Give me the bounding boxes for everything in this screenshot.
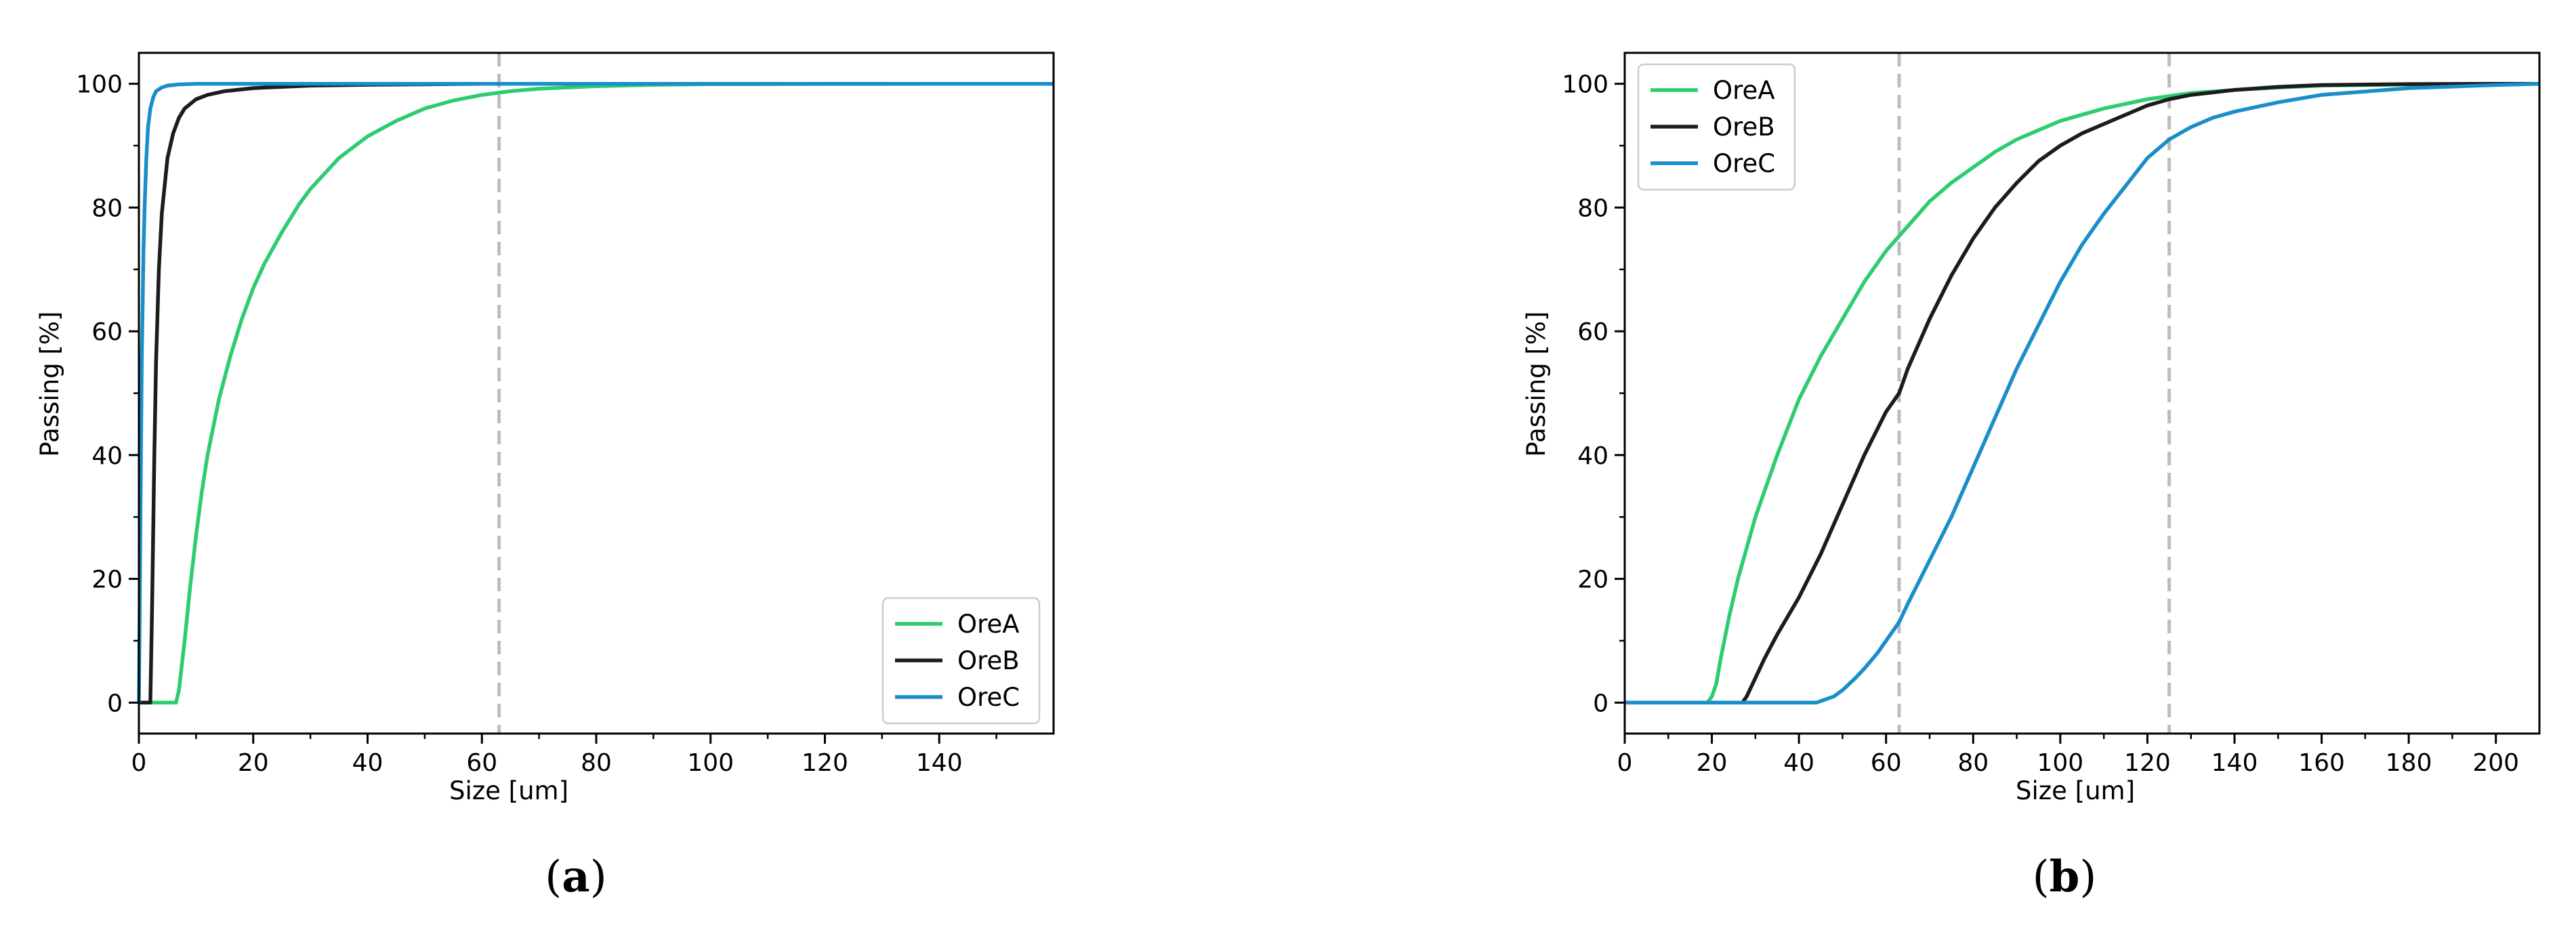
series-line-orec — [137, 81, 1054, 703]
panel-caption-a: (a) — [545, 851, 606, 902]
chart-panel-a: 0 20 40 60 80 100 120 140 0 20 40 60 80 100 Size [um]… — [35, 51, 1055, 902]
legend-box — [1637, 63, 1796, 191]
y-tick-label: 40 — [91, 442, 123, 470]
x-tick-label: 40 — [352, 749, 383, 777]
x-tick-label: 100 — [2037, 749, 2083, 777]
y-tick-label: 40 — [1577, 442, 1608, 470]
x-tick-label: 180 — [2386, 749, 2432, 777]
x-tick-label: 200 — [2472, 749, 2519, 777]
x-tick-label: 140 — [916, 749, 963, 777]
series-line-oreb — [1625, 81, 2539, 705]
legend-label-orec: OreC — [1713, 149, 1775, 178]
panel-caption-b: (b) — [2033, 851, 2097, 902]
x-tick-label: 20 — [1697, 749, 1728, 777]
y-tick-label: 80 — [1577, 194, 1608, 222]
x-tick-label: 100 — [687, 749, 734, 777]
x-axis-label: Size [um] — [2016, 776, 2135, 805]
y-tick-label: 60 — [91, 318, 123, 346]
x-tick-label: 80 — [581, 749, 612, 777]
y-tick-label: 100 — [76, 71, 123, 99]
plot-area — [137, 53, 1054, 734]
legend: OreA OreB OreC — [1637, 63, 1796, 191]
legend-box — [881, 597, 1041, 725]
x-tick-label: 120 — [802, 749, 848, 777]
series-line-orea — [139, 81, 1054, 705]
x-axis-label: Size [um] — [449, 776, 568, 805]
x-tick-label: 0 — [131, 749, 147, 777]
legend-label-orea: OreA — [1713, 76, 1775, 105]
y-axis-label: Passing [%] — [35, 312, 64, 457]
y-tick-label: 100 — [1562, 71, 1608, 99]
x-tick-label: 160 — [2298, 749, 2345, 777]
x-tick-label: 60 — [1871, 749, 1902, 777]
legend-label-oreb: OreB — [1713, 112, 1775, 142]
panel-letter-a: a — [562, 851, 589, 902]
x-tick-label: 140 — [2211, 749, 2258, 777]
x-tick-label: 0 — [1617, 749, 1633, 777]
y-tick-label: 60 — [1577, 318, 1608, 346]
y-tick-label: 20 — [1577, 566, 1608, 594]
y-tick-label: 0 — [107, 690, 123, 717]
plot-area — [1625, 53, 2540, 734]
axes: 0 20 40 60 80 100 120 140 160 180 200 0 20 40 60 80 100 — [1562, 51, 2541, 777]
legend-label-orec: OreC — [957, 683, 1020, 712]
series-line-orec — [1625, 81, 2540, 705]
legend: OreA OreB OreC — [881, 597, 1041, 725]
legend-label-oreb: OreB — [957, 646, 1020, 675]
y-tick-label: 20 — [91, 566, 123, 594]
x-tick-label: 120 — [2124, 749, 2171, 777]
x-tick-label: 40 — [1783, 749, 1814, 777]
chart-panel-b: 0 20 40 60 80 100 120 140 160 180 200020406080100 … — [1522, 51, 2541, 902]
x-tick-label: 20 — [238, 749, 269, 777]
y-tick-label: 80 — [91, 194, 123, 222]
panel-letter-b: b — [2050, 851, 2080, 902]
x-tick-label: 60 — [466, 749, 497, 777]
x-tick-label: 80 — [1957, 749, 1989, 777]
legend-label-orea: OreA — [957, 610, 1020, 639]
axes: 0 20 40 60 80 100 120 140 0 20 40 60 80 100 — [76, 51, 1055, 777]
y-axis-label: Passing [%] — [1522, 312, 1551, 457]
y-tick-label: 0 — [1593, 690, 1608, 717]
